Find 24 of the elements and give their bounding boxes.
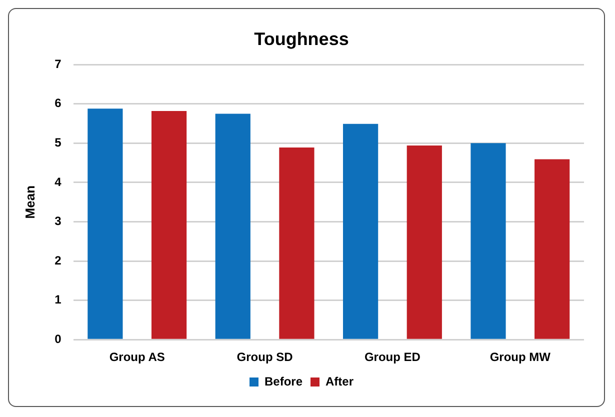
y-tick-label: 4 <box>54 174 62 189</box>
bar <box>343 124 378 339</box>
bar <box>151 110 187 339</box>
x-tick-label: Group ED <box>364 350 421 364</box>
bar <box>470 143 506 339</box>
legend-label: After <box>326 374 354 388</box>
chart-title: Toughness <box>254 28 349 49</box>
y-tick-label: 5 <box>54 135 62 150</box>
bar <box>88 108 123 339</box>
y-tick-label: 3 <box>54 214 62 228</box>
bar <box>279 147 314 339</box>
bar <box>534 159 570 339</box>
y-tick-label: 1 <box>54 292 62 307</box>
bar <box>215 114 250 339</box>
x-tick-label: Group MW <box>490 350 552 364</box>
y-tick-label: 6 <box>54 96 62 110</box>
y-tick-label: 2 <box>54 253 62 268</box>
y-axis-title: Mean <box>22 185 38 219</box>
bar <box>406 146 442 339</box>
legend-label: Before <box>264 374 303 388</box>
x-tick-label: Group SD <box>236 350 294 364</box>
y-tick-label: 7 <box>54 56 62 71</box>
y-tick-label: 0 <box>54 332 62 346</box>
x-tick-label: Group AS <box>109 350 165 364</box>
